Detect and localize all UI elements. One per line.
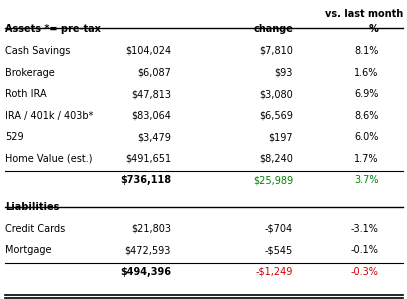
Text: 8.1%: 8.1% — [354, 46, 379, 56]
Text: -$704: -$704 — [265, 224, 293, 234]
Text: $83,064: $83,064 — [131, 111, 171, 120]
Text: Roth IRA: Roth IRA — [5, 89, 46, 99]
Text: IRA / 401k / 403b*: IRA / 401k / 403b* — [5, 111, 93, 120]
Text: Assets *= pre-tax: Assets *= pre-tax — [5, 25, 101, 34]
Text: Mortgage: Mortgage — [5, 245, 51, 255]
Text: 8.6%: 8.6% — [354, 111, 379, 120]
Text: 1.7%: 1.7% — [354, 154, 379, 164]
Text: $472,593: $472,593 — [125, 245, 171, 255]
Text: Home Value (est.): Home Value (est.) — [5, 154, 92, 164]
Text: $47,813: $47,813 — [131, 89, 171, 99]
Text: Credit Cards: Credit Cards — [5, 224, 65, 234]
Text: 1.6%: 1.6% — [354, 68, 379, 77]
Text: $7,810: $7,810 — [259, 46, 293, 56]
Text: -0.3%: -0.3% — [351, 267, 379, 277]
Text: Brokerage: Brokerage — [5, 68, 55, 77]
Text: -$1,249: -$1,249 — [256, 267, 293, 277]
Text: $6,087: $6,087 — [137, 68, 171, 77]
Text: $8,240: $8,240 — [259, 154, 293, 164]
Text: $6,569: $6,569 — [259, 111, 293, 120]
Text: change: change — [253, 25, 293, 34]
Text: $104,024: $104,024 — [125, 46, 171, 56]
Text: $491,651: $491,651 — [125, 154, 171, 164]
Text: $3,080: $3,080 — [259, 89, 293, 99]
Text: 6.0%: 6.0% — [354, 132, 379, 142]
Text: $93: $93 — [275, 68, 293, 77]
Text: $197: $197 — [268, 132, 293, 142]
Text: 529: 529 — [5, 132, 24, 142]
Text: Liabilities: Liabilities — [5, 202, 59, 212]
Text: $21,803: $21,803 — [131, 224, 171, 234]
Text: $494,396: $494,396 — [120, 267, 171, 277]
Text: Cash Savings: Cash Savings — [5, 46, 70, 56]
Text: $736,118: $736,118 — [120, 175, 171, 185]
Text: -3.1%: -3.1% — [351, 224, 379, 234]
Text: 6.9%: 6.9% — [354, 89, 379, 99]
Text: %: % — [369, 25, 379, 34]
Text: vs. last month: vs. last month — [325, 9, 403, 19]
Text: $3,479: $3,479 — [137, 132, 171, 142]
Text: -$545: -$545 — [265, 245, 293, 255]
Text: 3.7%: 3.7% — [354, 175, 379, 185]
Text: -0.1%: -0.1% — [351, 245, 379, 255]
Text: $25,989: $25,989 — [253, 175, 293, 185]
